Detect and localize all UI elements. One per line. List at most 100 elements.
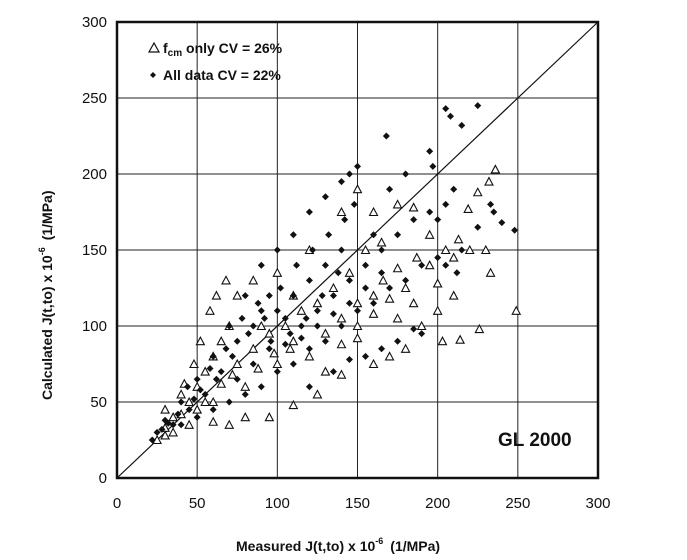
triangle-point [352, 332, 363, 343]
diamond-point [345, 170, 353, 178]
diamond-point [345, 355, 353, 363]
diamond-point [273, 368, 281, 376]
x-tick-label: 300 [585, 495, 610, 512]
triangle-point [368, 290, 379, 300]
diamond-point [267, 337, 275, 345]
triangle-point [352, 184, 363, 194]
diamond-point [318, 292, 326, 300]
diamond-point [257, 307, 265, 315]
y-tick-label: 200 [82, 166, 107, 183]
diamond-point [453, 269, 461, 277]
diamond-point [442, 105, 450, 113]
triangle-point [248, 275, 259, 285]
diamond-point [434, 254, 442, 262]
diamond-point [241, 292, 249, 300]
triangle-point [208, 396, 219, 407]
diamond-point [362, 284, 370, 292]
triangle-point [168, 427, 179, 437]
diamond-point [222, 345, 230, 353]
diamond-point [362, 352, 370, 360]
triangle-point [253, 363, 264, 373]
triangle-point [211, 290, 222, 300]
diamond-point [309, 246, 317, 254]
triangle-point [344, 267, 355, 277]
diamond-point [321, 337, 329, 345]
triangle-point [312, 298, 323, 308]
triangle-point [392, 263, 403, 273]
triangle-point [424, 260, 435, 270]
diamond-point [378, 345, 386, 353]
y-axis-label: Calculated J(t,to) x 10-6(1/MPa) [37, 190, 55, 400]
triangle-point [208, 416, 219, 426]
triangle-point [240, 381, 251, 391]
triangle-point [424, 229, 435, 239]
triangle-point [285, 343, 296, 353]
legend: fcm only CV = 26% All data CV = 22% [147, 40, 283, 83]
triangle-point [288, 336, 299, 346]
triangle-point [511, 305, 522, 315]
legend-label-all-data: All data CV = 22% [163, 67, 281, 83]
diamond-point [257, 383, 265, 391]
diamond-point [490, 208, 498, 216]
diamond-point [511, 226, 519, 234]
diamond-point [321, 261, 329, 269]
triangle-point [376, 237, 387, 247]
triangle-point [189, 358, 199, 369]
diamond-point [153, 428, 161, 436]
diamond-point [302, 314, 310, 322]
triangle-point [216, 378, 227, 388]
diamond-point [212, 375, 220, 383]
diamond-point [233, 337, 241, 345]
diamond-point [277, 284, 285, 292]
diamond-point [341, 216, 349, 224]
legend-label-fcm: fcm only CV = 26% [163, 40, 283, 59]
diamond-point [297, 322, 305, 330]
triangle-point [328, 282, 339, 293]
triangle-point [485, 267, 496, 277]
diamond-point [474, 102, 482, 110]
diamond-point [249, 360, 257, 368]
diamond-point [305, 208, 313, 216]
diamond-point [225, 398, 233, 406]
y-tick-label: 300 [82, 14, 107, 31]
x-axis-label: Measured J(t,to) x 10-6 (1/MPa) [236, 536, 440, 554]
triangle-point [400, 282, 411, 293]
diamond-point [345, 299, 353, 307]
triangle-point [408, 298, 419, 308]
diamond-point [257, 261, 265, 269]
triangle-point [304, 351, 315, 361]
legend-triangle-icon [147, 41, 161, 53]
diamond-point [225, 322, 233, 330]
diamond-point [434, 216, 442, 224]
reference-line-y-equals-x [116, 21, 599, 479]
triangle-point [463, 203, 474, 214]
diamond-point [418, 261, 426, 269]
triangle-point [432, 305, 443, 315]
x-tick-label: 0 [113, 495, 121, 512]
diamond-point [386, 185, 394, 193]
triangle-point [352, 320, 363, 331]
legend-diamond-icon [150, 72, 156, 78]
diamond-point [329, 292, 337, 300]
triangle-point [168, 412, 179, 422]
triangle-point [264, 328, 275, 338]
triangle-point [312, 389, 323, 399]
diamond-point [185, 406, 193, 414]
diamond-point [244, 330, 252, 338]
diamond-point [382, 132, 390, 140]
diamond-point [209, 406, 217, 414]
diamond-point [325, 231, 333, 239]
diamond-point [158, 425, 166, 433]
triangle-point [416, 320, 427, 331]
diamond-point [498, 219, 506, 227]
x-tick-labels: 0 50 100 150 200 250 300 [113, 495, 611, 512]
diamond-point [337, 246, 345, 254]
triangle-point [264, 412, 275, 422]
diamond-point [334, 269, 342, 277]
diamond-point [487, 200, 495, 208]
diamond-point [238, 314, 246, 322]
diamond-point [402, 170, 410, 178]
triangle-point [176, 389, 187, 399]
triangle-point [195, 336, 206, 346]
